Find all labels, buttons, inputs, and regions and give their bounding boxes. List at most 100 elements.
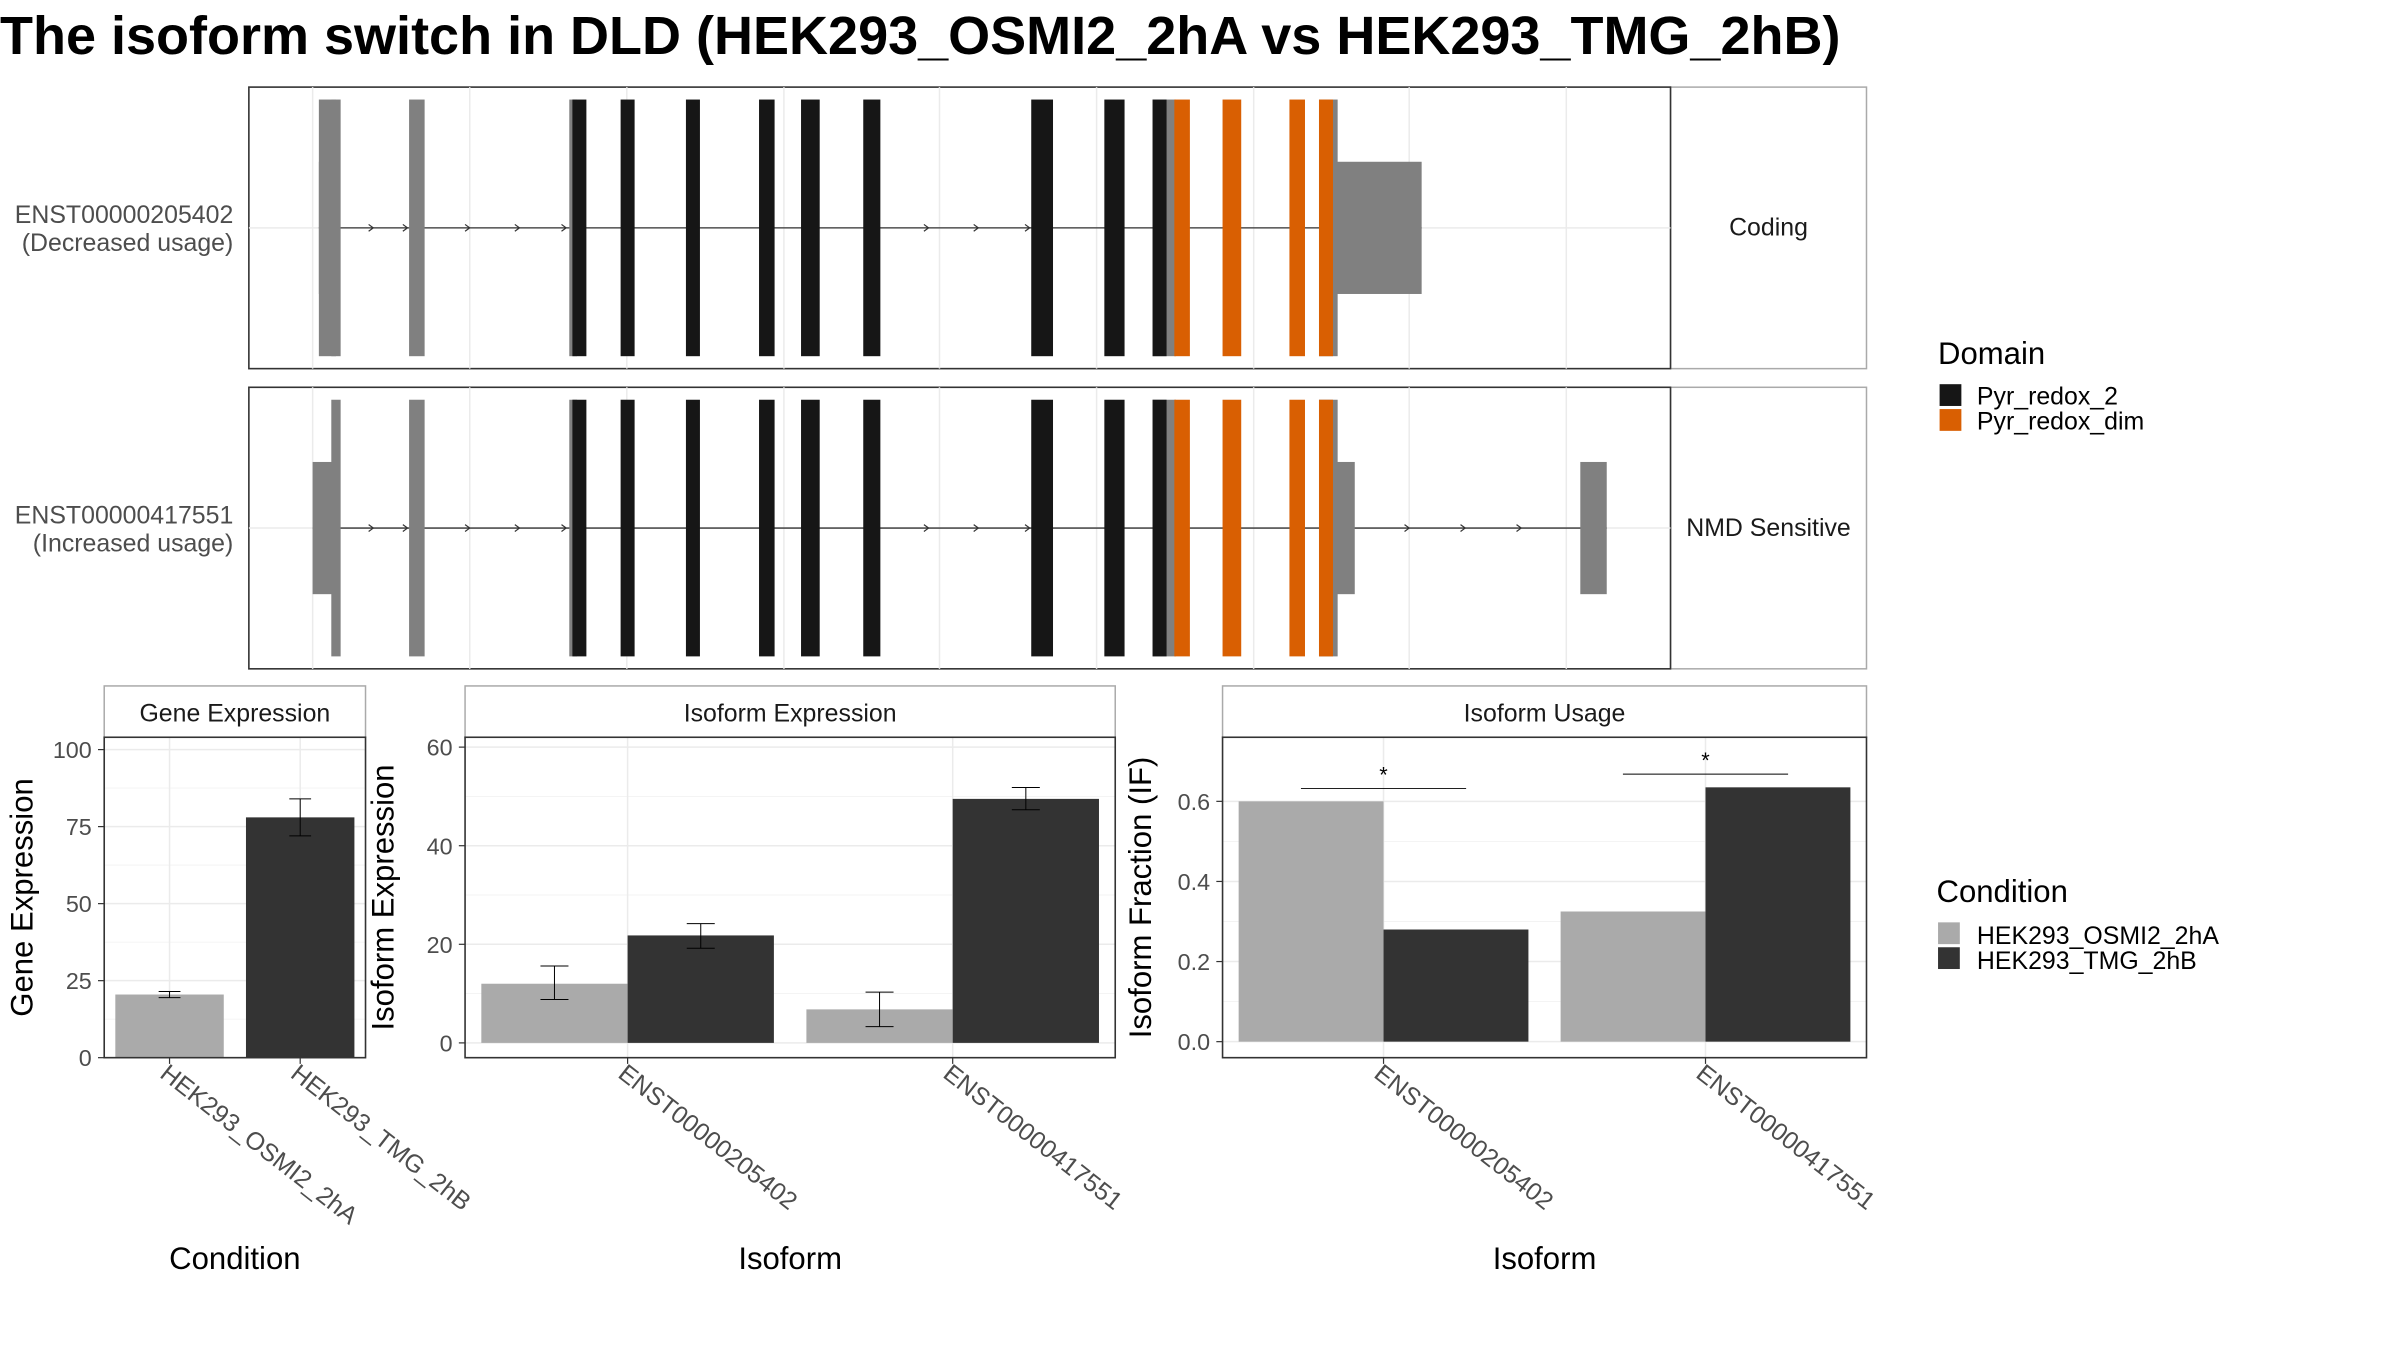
- domain-exon-pyr-redox-2: [863, 399, 881, 657]
- domain-legend-title: Domain: [1938, 336, 2045, 371]
- direction-arrow: [514, 223, 521, 232]
- domain-exon-pyr-redox-dim: [1289, 399, 1305, 657]
- domain-exon-pyr-redox-2: [572, 99, 587, 357]
- y-tick-label: 0.2: [1178, 949, 1210, 975]
- domain-exon-pyr-redox-2: [801, 399, 820, 657]
- direction-arrow: [923, 223, 930, 232]
- x-tick-label: ENST00000205402: [613, 1059, 802, 1216]
- domain-exon-pyr-redox-2: [863, 99, 881, 357]
- direction-arrow: [464, 524, 471, 532]
- domain-legend-item: Pyr_redox_2: [1977, 382, 2118, 410]
- bar-hek293_tmg_2hb-enst00000205402: [627, 935, 774, 1043]
- legend-swatch: [1938, 922, 1960, 945]
- domain-exon-pyr-redox-2: [1152, 99, 1167, 357]
- legend-swatch: [1939, 384, 1962, 406]
- domain-exon-pyr-redox-2: [1152, 399, 1167, 657]
- figure-title: The isoform switch in DLD (HEK293_OSMI2_…: [0, 6, 1840, 66]
- y-tick-label: 60: [427, 735, 453, 761]
- plot-border: [464, 736, 1117, 1059]
- x-axis-title: Condition: [169, 1241, 300, 1276]
- domain-exon-pyr-redox-dim: [1318, 399, 1333, 657]
- y-tick-label: 0.6: [1178, 789, 1210, 815]
- utr-exon: [1580, 461, 1607, 595]
- domain-exon-pyr-redox-2: [801, 99, 820, 357]
- y-axis-title: Isoform Expression: [366, 764, 401, 1030]
- condition-legend-item: HEK293_TMG_2hB: [1977, 947, 2197, 975]
- condition-legend-item: HEK293_OSMI2_2hA: [1977, 922, 2219, 950]
- domain-exon-pyr-redox-dim: [1222, 99, 1242, 357]
- coding-exon: [331, 99, 341, 357]
- legend-swatch: [1938, 947, 1960, 970]
- y-tick-label: 0.0: [1178, 1029, 1210, 1055]
- domain-exon-pyr-redox-2: [685, 99, 700, 357]
- bar-hek293_osmi2_2ha-enst00000205402: [1238, 801, 1384, 1042]
- utr-exon: [1334, 461, 1355, 595]
- domain-exon-pyr-redox-dim: [1222, 399, 1242, 657]
- direction-arrow: [923, 524, 930, 532]
- y-axis-title: Isoform Fraction (IF): [1123, 757, 1158, 1039]
- direction-arrow: [1024, 223, 1031, 232]
- transcript-panel-ENST00000417551: NMD Sensitive ENST00000417551(Increased u…: [15, 386, 1868, 670]
- direction-arrow: [561, 223, 568, 232]
- direction-arrow: [402, 524, 409, 532]
- bar-hek293_tmg_2hb: [245, 817, 355, 1058]
- significance-label: *: [1701, 748, 1710, 773]
- condition-legend-title: Condition: [1936, 874, 2067, 909]
- x-tick-label: ENST00000417551: [938, 1059, 1127, 1216]
- bar-hek293_tmg_2hb-enst00000205402: [1383, 929, 1529, 1042]
- bar-charts: Gene Expression0255075100HEK293_OSMI2_2h…: [5, 685, 1880, 1276]
- y-tick-label: 40: [427, 833, 453, 859]
- domain-exon-pyr-redox-2: [1031, 399, 1054, 657]
- category-strip: [1669, 86, 1868, 370]
- bar-hek293_tmg_2hb-enst00000417551: [952, 798, 1099, 1043]
- y-axis-title: Gene Expression: [5, 778, 40, 1017]
- x-tick-label: ENST00000417551: [1691, 1059, 1880, 1216]
- direction-arrow: [464, 223, 471, 232]
- direction-arrow: [368, 524, 375, 532]
- direction-arrow: [402, 223, 409, 232]
- chart-strip: [103, 685, 367, 739]
- plot-border: [1221, 736, 1868, 1059]
- utr-exon: [1334, 161, 1422, 294]
- direction-arrow: [973, 223, 980, 232]
- direction-arrow: [561, 524, 568, 532]
- chart-isoform-usage: Isoform Usage * * 0.0 0.2 0.4 0.6 ENST000002054…: [1123, 685, 1880, 1276]
- bar-hek293_osmi2_2ha: [115, 994, 224, 1058]
- x-axis-title: Isoform: [738, 1241, 842, 1276]
- domain-exon-pyr-redox-2: [1104, 99, 1125, 357]
- domain-exon-pyr-redox-dim: [1289, 99, 1305, 357]
- plot-border: [103, 736, 367, 1059]
- bar-hek293_tmg_2hb-enst00000417551: [1705, 787, 1851, 1042]
- direction-arrow: [973, 524, 980, 532]
- domain-exon-pyr-redox-2: [620, 99, 635, 357]
- chart-strip: [464, 685, 1116, 739]
- utr-exon: [312, 461, 336, 595]
- y-tick-label: 0.4: [1178, 869, 1210, 895]
- transcript-id-label: ENST00000417551: [15, 501, 234, 529]
- x-tick-label: ENST00000205402: [1369, 1059, 1558, 1216]
- transcript-usage-label: (Decreased usage): [22, 229, 234, 257]
- y-tick-label: 25: [66, 968, 92, 994]
- coding-exon: [409, 399, 425, 657]
- direction-arrow: [514, 524, 521, 532]
- transcript-panel-ENST00000205402: Coding ENST00000205402(Decreased usage): [15, 86, 1868, 370]
- chart-gene-expression: Gene Expression0255075100HEK293_OSMI2_2h…: [5, 685, 476, 1276]
- direction-arrow: [1404, 524, 1411, 532]
- domain-exon-pyr-redox-2: [620, 399, 635, 657]
- chart-strip: [1221, 685, 1868, 739]
- direction-arrow: [368, 223, 375, 232]
- category-label: NMD Sensitive: [1686, 514, 1851, 542]
- transcript-id-label: ENST00000205402: [15, 201, 234, 229]
- domain-legend-item: Pyr_redox_dim: [1977, 407, 2144, 435]
- domain-exon-pyr-redox-2: [685, 399, 700, 657]
- domain-exon-pyr-redox-2: [1104, 399, 1125, 657]
- y-tick-label: 0: [79, 1045, 92, 1071]
- domain-exon-pyr-redox-2: [572, 399, 587, 657]
- direction-arrow: [1024, 524, 1031, 532]
- transcript-usage-label: (Increased usage): [33, 529, 234, 557]
- domain-exon-pyr-redox-dim: [1318, 99, 1333, 357]
- domain-exon-pyr-redox-2: [759, 99, 775, 357]
- chart-title: Isoform Expression: [684, 700, 897, 728]
